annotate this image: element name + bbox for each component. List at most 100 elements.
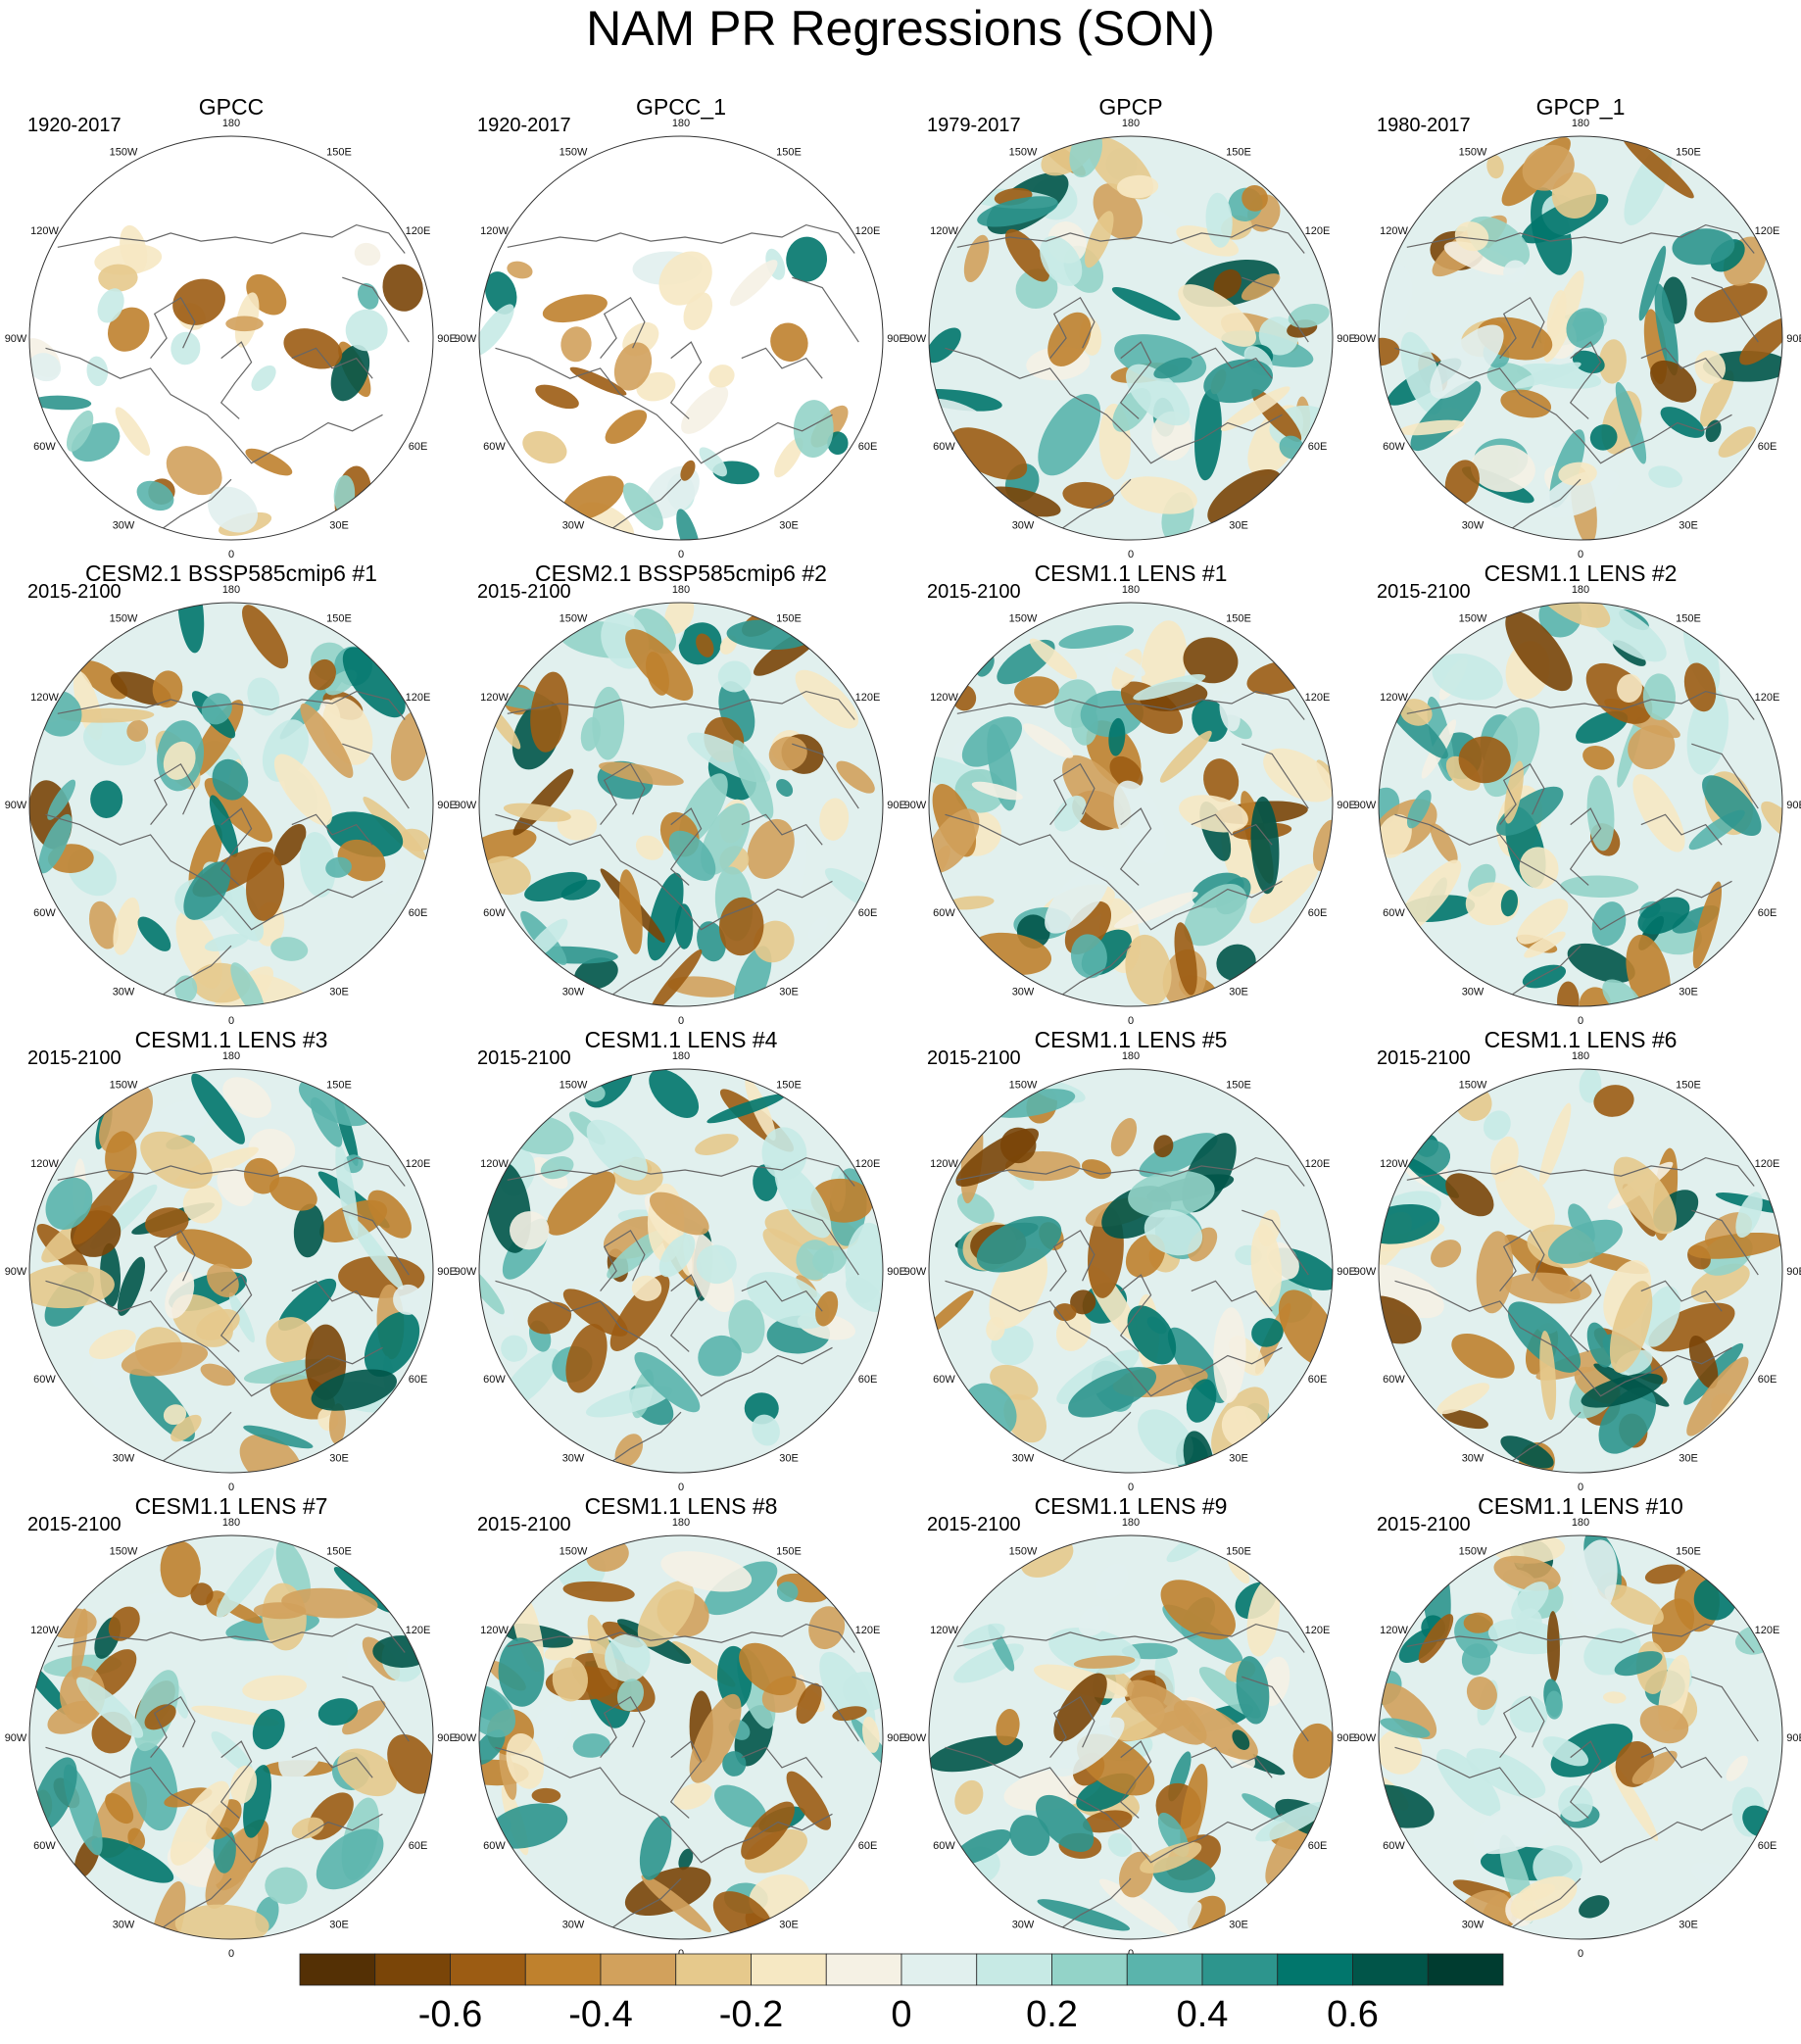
longitude-label: 150W (110, 146, 138, 158)
anomaly-patch (242, 1675, 307, 1701)
anomaly-patch (1430, 823, 1458, 864)
longitude-label: 120E (855, 1158, 881, 1170)
anomaly-patch (1379, 337, 1400, 366)
anomaly-patch (45, 1177, 93, 1230)
anomaly-patch (228, 1291, 255, 1343)
anomaly-patch (275, 1539, 312, 1604)
anomaly-patch (230, 1765, 258, 1804)
anomaly-patch (1581, 1373, 1664, 1408)
anomaly-patch (1250, 1224, 1283, 1308)
coastline (495, 813, 833, 931)
anomaly-patch (510, 1211, 550, 1250)
longitude-label: 90E (1786, 333, 1801, 345)
anomaly-patch (1702, 775, 1762, 837)
colorbar-swatch (1051, 1953, 1128, 1986)
coastline (945, 1746, 1283, 1864)
coastline (1499, 1229, 1545, 1291)
anomaly-patch (1127, 1679, 1207, 1745)
anomaly-patch (1718, 426, 1757, 458)
anomaly-patch (695, 1134, 739, 1155)
longitude-label: 120E (855, 225, 881, 237)
anomaly-patch (770, 322, 808, 363)
anomaly-patch (955, 1128, 1040, 1187)
anomaly-patch (1141, 206, 1197, 256)
longitude-label: 150W (560, 1079, 588, 1091)
anomaly-patch (1203, 758, 1240, 803)
anomaly-patch (592, 686, 625, 760)
coastline (669, 807, 703, 886)
panel-period: 2015-2100 (27, 1047, 122, 1069)
anomaly-patch (1070, 1290, 1096, 1315)
anomaly-patch (544, 1635, 598, 1661)
coastline (1640, 1746, 1723, 1778)
panel: CESM1.1 LENS #4 2015-2100 180 150E 120E 90E 60… (455, 1027, 906, 1493)
anomaly-patch (160, 1540, 201, 1598)
coastline (57, 1156, 406, 1187)
anomaly-patch (1571, 1539, 1618, 1626)
colorbar: -0.6 -0.4 -0.2 0 0.2 0.4 0.6 (299, 1953, 1504, 2035)
map-boundary (478, 1068, 884, 1474)
anomaly-patch (1176, 225, 1240, 257)
coastline (1241, 743, 1309, 809)
longitude-label: 150W (1459, 1079, 1487, 1091)
anomaly-patch (1183, 637, 1239, 684)
longitude-label: 90E (1337, 1732, 1356, 1744)
anomaly-patch (29, 353, 62, 382)
anomaly-patch (530, 671, 569, 753)
anomaly-patch (1639, 1705, 1689, 1744)
coastline (219, 1740, 253, 1819)
anomaly-patch (1558, 1785, 1593, 1823)
anomaly-patch (242, 605, 289, 669)
anomaly-patch (714, 1784, 767, 1828)
anomaly-patch (698, 1335, 742, 1377)
anomaly-patch (1106, 652, 1145, 677)
coastline (669, 341, 703, 419)
anomaly-patch (38, 813, 73, 874)
longitude-label: 60W (483, 1374, 506, 1386)
map-boundary (928, 602, 1334, 1007)
longitude-label: 60E (1308, 907, 1328, 919)
coastline (150, 296, 196, 359)
coastline (45, 347, 383, 464)
coastline (160, 478, 232, 531)
anomaly-patch (503, 803, 571, 822)
map-boundary (1378, 1534, 1783, 1940)
anomaly-patch (165, 1271, 195, 1319)
anomaly-patch (88, 1329, 136, 1360)
anomaly-patch (649, 949, 703, 1006)
longitude-label: 120E (406, 225, 431, 237)
anomaly-patch (552, 1657, 589, 1702)
longitude-label: 180 (672, 1517, 690, 1529)
longitude-label: 150E (776, 1079, 802, 1091)
panel-period: 1980-2017 (1377, 115, 1471, 136)
anomaly-patch (1495, 1163, 1555, 1233)
anomaly-patch (1078, 1605, 1109, 1636)
longitude-label: 180 (1122, 1517, 1140, 1529)
anomaly-patch (108, 1606, 140, 1641)
anomaly-patch (649, 1069, 700, 1118)
anomaly-patch (1622, 136, 1694, 199)
regression-field (29, 136, 433, 540)
anomaly-patch (1500, 890, 1519, 917)
anomaly-patch (1483, 1110, 1511, 1141)
anomaly-patch (613, 342, 653, 391)
colorbar-tick-label: -0.4 (568, 1994, 632, 2035)
anomaly-patch (1683, 662, 1717, 712)
colorbar-swatch (1277, 1953, 1353, 1986)
coastline (1394, 1746, 1732, 1864)
anomaly-patch (499, 1746, 517, 1800)
longitude-label: 90W (1354, 333, 1377, 345)
regression-field (29, 1535, 433, 1939)
anomaly-patch (479, 1684, 516, 1738)
colorbar-swatch (299, 1953, 376, 1986)
longitude-label: 60W (33, 1840, 56, 1852)
anomaly-patch (354, 242, 381, 267)
anomaly-patch (1690, 1263, 1750, 1303)
anomaly-patch (673, 1782, 712, 1810)
anomaly-patch (88, 900, 119, 949)
longitude-label: 180 (222, 584, 240, 596)
longitude-label: 60E (1308, 441, 1328, 453)
anomaly-patch (1203, 359, 1274, 404)
anomaly-patch (1632, 774, 1685, 852)
anomaly-patch (1095, 1563, 1129, 1600)
